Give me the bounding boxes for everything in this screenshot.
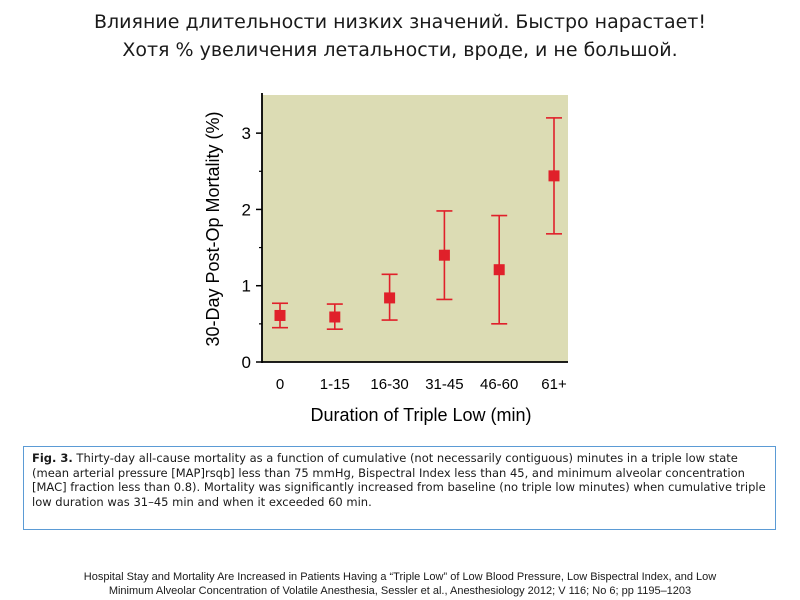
y-tick-label: 2 [242, 200, 251, 219]
data-point [274, 309, 286, 321]
y-tick-label: 1 [242, 277, 251, 296]
source-citation-line-2: Minimum Alveolar Concentration of Volati… [108, 585, 692, 597]
data-point [493, 264, 505, 276]
x-axis-label: Duration of Triple Low (min) [310, 405, 531, 425]
source-citation-line-1: Hospital Stay and Mortality Are Increase… [83, 571, 717, 583]
x-tick-label: 0 [276, 376, 284, 393]
x-tick-label: 1-15 [320, 376, 350, 393]
plot-background [262, 95, 568, 362]
mortality-chart: 0 1 2 3 0 1-15 16-30 31-45 46-60 61+ Duration of T… [203, 93, 568, 425]
x-tick-label: 61+ [541, 376, 567, 393]
y-axis-label: 30-Day Post-Op Mortality (%) [203, 111, 223, 346]
x-tick-label: 31-45 [425, 376, 463, 393]
figure-caption-text: Thirty-day all-cause mortality as a func… [32, 451, 766, 509]
slide-title-line-1: Влияние длительности низких значений. Бы… [94, 11, 706, 33]
x-tick-label: 46-60 [480, 376, 518, 393]
slide-title-line-2: Хотя % увеличения летальности, вроде, и … [122, 39, 678, 61]
figure-caption-label: Fig. 3. [32, 451, 73, 465]
data-point [548, 170, 560, 182]
source-citation: Hospital Stay and Mortality Are Increase… [20, 570, 780, 598]
y-tick-label: 3 [242, 124, 251, 143]
data-point [384, 292, 396, 304]
figure-caption: Fig. 3. Thirty-day all-cause mortality a… [23, 446, 776, 530]
slide-title: Влияние длительности низких значений. Бы… [0, 8, 800, 64]
x-tick-label: 16-30 [370, 376, 408, 393]
chart-area: 0 1 2 3 0 1-15 16-30 31-45 46-60 61+ Duration of T… [203, 93, 568, 425]
y-tick-label: 0 [242, 353, 251, 372]
data-point [438, 249, 450, 261]
data-point [329, 311, 341, 323]
